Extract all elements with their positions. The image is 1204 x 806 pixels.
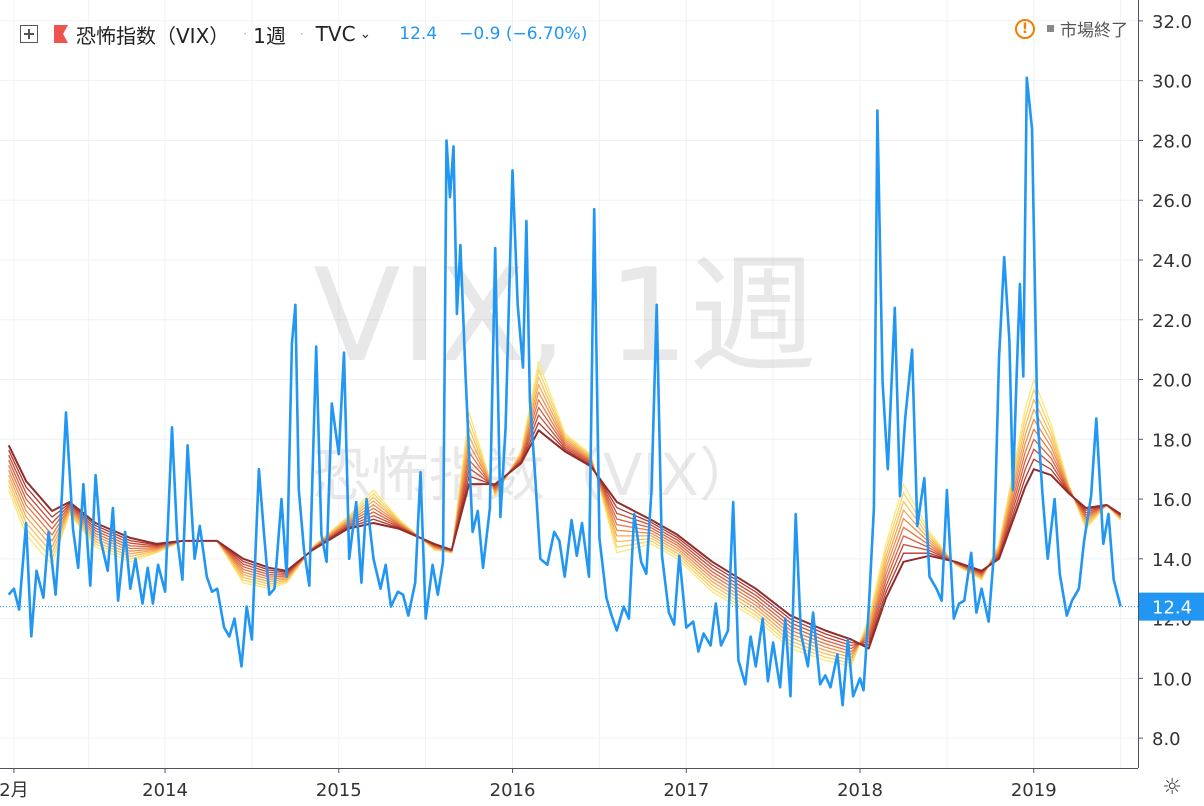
gear-icon[interactable]: ☼	[1162, 775, 1182, 800]
alert-icon[interactable]: !	[1015, 18, 1035, 39]
symbol-name[interactable]: 恐怖指数（VIX）	[76, 23, 230, 48]
price-axis-label: 24.0	[1152, 251, 1192, 272]
time-axis-label: 2018	[837, 780, 883, 801]
price-axis	[1138, 0, 1204, 806]
plot-area	[0, 0, 1138, 768]
price-axis-label: 28.0	[1152, 131, 1192, 152]
change-value: −0.9 (−6.70%)	[459, 24, 588, 44]
watermark-symbol: VIX, 1週	[313, 242, 817, 391]
moving-average-line-10	[7, 429, 1122, 650]
time-axis-label: 2016	[490, 780, 536, 801]
market-status-label: 市場終了	[1060, 21, 1128, 41]
market-status: ! 市場終了	[1015, 16, 1128, 41]
price-axis-label: 20.0	[1152, 371, 1192, 392]
separator-dot-icon: ·	[243, 27, 248, 41]
current-price-tag-label: 12.4	[1152, 598, 1192, 619]
last-value: 12.4	[399, 24, 438, 44]
price-axis-label: 32.0	[1152, 12, 1192, 33]
chevron-down-icon[interactable]: ⌄	[359, 26, 372, 42]
exchange-label[interactable]: TVC	[315, 22, 356, 46]
price-axis-label: 16.0	[1152, 490, 1192, 511]
price-axis-label: 14.0	[1152, 550, 1192, 571]
expand-icon[interactable]	[20, 25, 38, 43]
price-axis-label: 10.0	[1152, 669, 1192, 690]
time-axis-label: 2019	[1011, 780, 1057, 801]
chart-header: 恐怖指数（VIX） · 1週 · TVC ⌄ 12.4 −0.9 (−6.70%…	[0, 18, 587, 50]
time-axis-label: 2015	[316, 780, 362, 801]
current-price-tag	[1139, 592, 1204, 621]
time-axis-label: 2014	[142, 780, 188, 801]
price-axis-label: 30.0	[1152, 72, 1192, 93]
price-line	[7, 76, 1122, 707]
time-axis-label: 2017	[663, 780, 709, 801]
price-axis-label: 22.0	[1152, 311, 1192, 332]
status-square-icon	[1047, 25, 1054, 32]
price-axis-label: 8.0	[1152, 729, 1181, 750]
price-axis-label: 18.0	[1152, 430, 1192, 451]
time-axis-label: 2月	[0, 780, 29, 801]
separator-dot-icon: ·	[299, 27, 304, 41]
time-axis	[0, 768, 1204, 806]
flag-icon[interactable]	[54, 25, 68, 43]
interval-label[interactable]: 1週	[253, 23, 286, 48]
price-axis-label: 26.0	[1152, 191, 1192, 212]
